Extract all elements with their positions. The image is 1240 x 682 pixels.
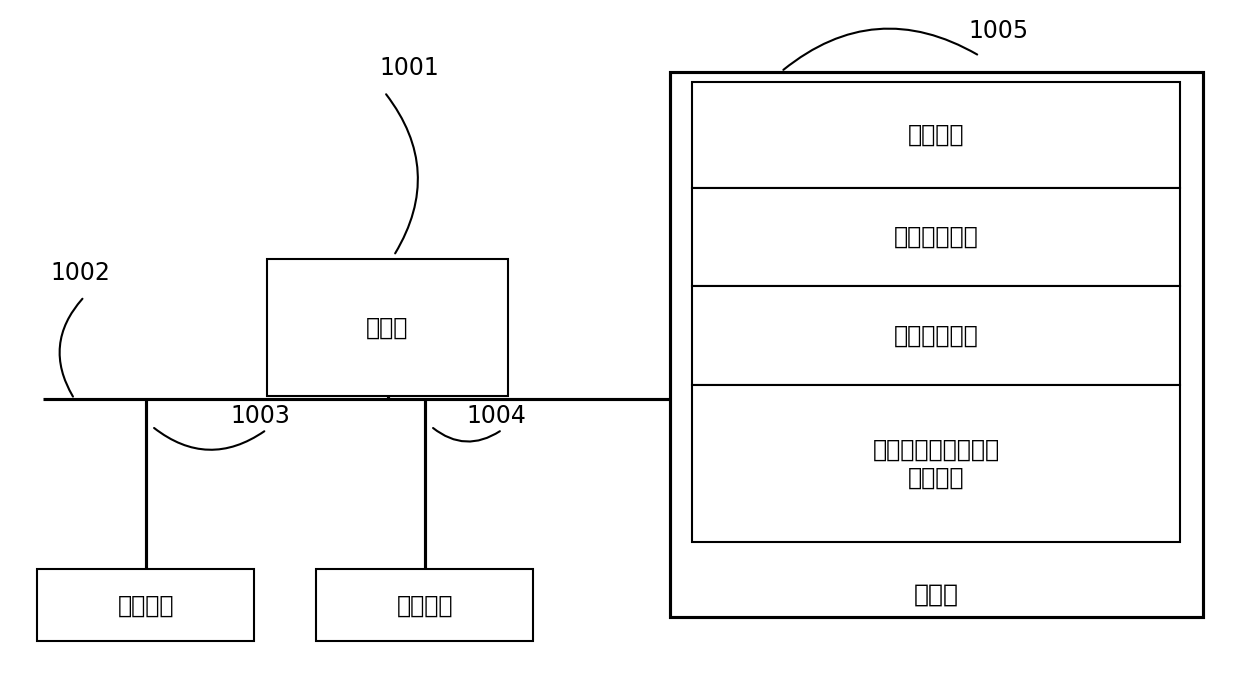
Bar: [692, 188, 1180, 286]
Text: 存储器: 存储器: [914, 583, 959, 607]
Text: 处理器: 处理器: [366, 315, 409, 340]
Bar: [692, 286, 1180, 385]
Text: 1002: 1002: [51, 261, 110, 285]
Text: 网络通信模块: 网络通信模块: [894, 225, 978, 249]
Text: 1005: 1005: [968, 18, 1028, 43]
Text: 1004: 1004: [466, 404, 526, 428]
Bar: [37, 569, 254, 641]
Bar: [267, 259, 508, 396]
Text: 操作系统: 操作系统: [908, 123, 965, 147]
Text: 1001: 1001: [379, 56, 439, 80]
Bar: [692, 385, 1180, 542]
Text: 网络接口: 网络接口: [397, 593, 453, 617]
Text: 1003: 1003: [231, 404, 290, 428]
Text: 用户接口: 用户接口: [118, 593, 174, 617]
Bar: [670, 72, 1203, 617]
Text: 源圆锥面方程的模型
识别程序: 源圆锥面方程的模型 识别程序: [873, 438, 999, 490]
Bar: [316, 569, 533, 641]
Bar: [692, 82, 1180, 188]
Text: 用户接口模块: 用户接口模块: [894, 324, 978, 348]
